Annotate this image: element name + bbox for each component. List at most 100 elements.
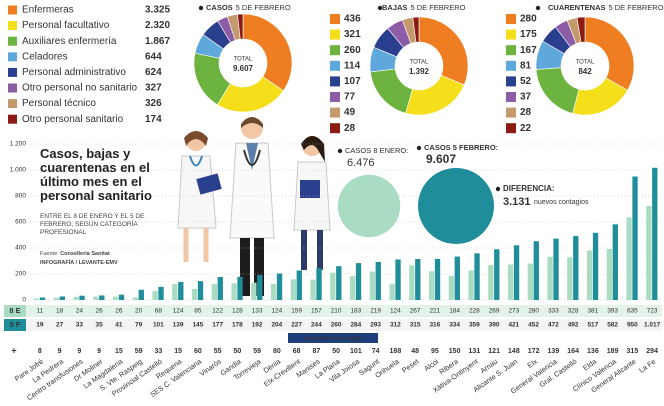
legend-value: 52 — [520, 76, 532, 87]
legend-swatch — [506, 107, 516, 118]
increase-value: 9 — [58, 348, 62, 355]
increase-value: 15 — [174, 348, 182, 355]
bar — [178, 281, 184, 300]
row-value: 280 — [528, 308, 539, 315]
legend-swatch — [330, 60, 340, 71]
bar — [191, 288, 198, 300]
row-key — [4, 319, 26, 331]
y-tick-label: 600 — [15, 219, 26, 226]
legend-label: Personal administrativo — [22, 67, 126, 78]
legend-value: 175 — [520, 29, 537, 40]
y-tick-label: 800 — [15, 193, 26, 200]
legend-swatch — [8, 36, 17, 46]
row-value: 122 — [212, 308, 223, 315]
row-value: 635 — [627, 308, 638, 315]
bar — [494, 249, 500, 300]
legend-value: 28 — [520, 107, 532, 118]
legend-swatch — [506, 14, 516, 24]
row-value: 334 — [449, 322, 460, 329]
bar — [632, 176, 638, 300]
source: Fuente: Conselleria Sanitat — [40, 251, 110, 257]
row-value: 267 — [410, 308, 421, 315]
bubble — [337, 174, 401, 238]
increase-title: Aumento de casos — [304, 335, 362, 342]
row-value: 159 — [291, 308, 302, 315]
bar — [158, 286, 164, 300]
bar — [211, 284, 218, 300]
row-value: 492 — [568, 322, 579, 329]
bar — [132, 297, 139, 300]
chart-title: CUARENTENAS 5 DE FEBRERO — [548, 3, 664, 12]
bar — [488, 265, 494, 300]
y-tick-label: 0 — [22, 297, 26, 304]
credit: INFOGRAFÍA / LEVANTE-EMV — [40, 260, 118, 266]
bubble — [418, 168, 494, 244]
bar — [257, 275, 263, 300]
x-tick-label: Vinaròs — [198, 357, 223, 379]
legend-value: 81 — [520, 60, 532, 71]
title-rest: 5 DE FEBRERO — [410, 3, 465, 12]
bar — [468, 270, 474, 300]
row-value: 124 — [173, 308, 184, 315]
increase-name: + — [11, 345, 16, 355]
increase-value: 9 — [77, 348, 81, 355]
row-value: 221 — [429, 308, 440, 315]
legend-value: 37 — [520, 92, 532, 103]
row-value: 68 — [155, 308, 163, 315]
row-band — [4, 305, 662, 317]
bar — [231, 283, 237, 300]
row-value: 178 — [232, 322, 243, 329]
row-value: 20 — [135, 308, 143, 315]
row-value: 85 — [194, 308, 202, 315]
row-value: 124 — [271, 308, 282, 315]
bullet — [337, 148, 343, 154]
bar — [507, 264, 514, 300]
row-key — [4, 305, 26, 317]
row-value: 24 — [76, 308, 84, 315]
bar — [138, 289, 144, 300]
legend-value: 22 — [520, 123, 532, 134]
row-value: 390 — [489, 322, 500, 329]
row-value: 950 — [627, 322, 638, 329]
bar — [434, 258, 441, 300]
increase-value: 87 — [312, 348, 320, 355]
bar — [251, 282, 257, 300]
bullet — [416, 145, 422, 151]
bar — [152, 291, 158, 300]
x-tick-label: La Fe — [637, 357, 657, 375]
increase-value: 15 — [115, 348, 123, 355]
row-value: 33 — [76, 322, 84, 329]
bar — [573, 236, 579, 300]
legend-value: 77 — [344, 92, 356, 103]
legend-swatch — [8, 67, 17, 77]
row-value: 35 — [96, 322, 104, 329]
legend-value: 326 — [145, 98, 162, 109]
legend-value: 644 — [145, 51, 162, 62]
difference-note: nuevos contagios — [534, 199, 589, 206]
row-name: 8 E — [9, 306, 20, 315]
increase-value: 33 — [154, 348, 162, 355]
chart-title: CASOS 5 DE FEBRERO — [206, 3, 291, 12]
bar — [53, 297, 60, 300]
bar — [567, 257, 573, 300]
bar — [395, 259, 401, 300]
row-value: 192 — [252, 322, 263, 329]
bubble-label: CASOS 8 ENERO: — [345, 146, 408, 155]
legend-label: Personal facultativo — [22, 20, 110, 31]
bar — [330, 272, 336, 300]
legend-value: 167 — [520, 45, 537, 56]
legend-value: 624 — [145, 67, 162, 78]
row-value: 11 — [37, 308, 44, 315]
bar — [592, 232, 599, 300]
chart-title: Casos, bajas y cuarentenas en el último … — [40, 146, 152, 203]
bar — [513, 245, 520, 300]
center-label: TOTAL — [410, 60, 429, 66]
bar — [296, 270, 302, 300]
bar — [349, 276, 356, 300]
legend-swatch — [8, 99, 17, 109]
row-value: 472 — [548, 322, 559, 329]
legend-swatch — [506, 76, 516, 87]
bar — [310, 279, 316, 300]
bar — [93, 296, 99, 300]
row-value: 333 — [548, 308, 559, 315]
